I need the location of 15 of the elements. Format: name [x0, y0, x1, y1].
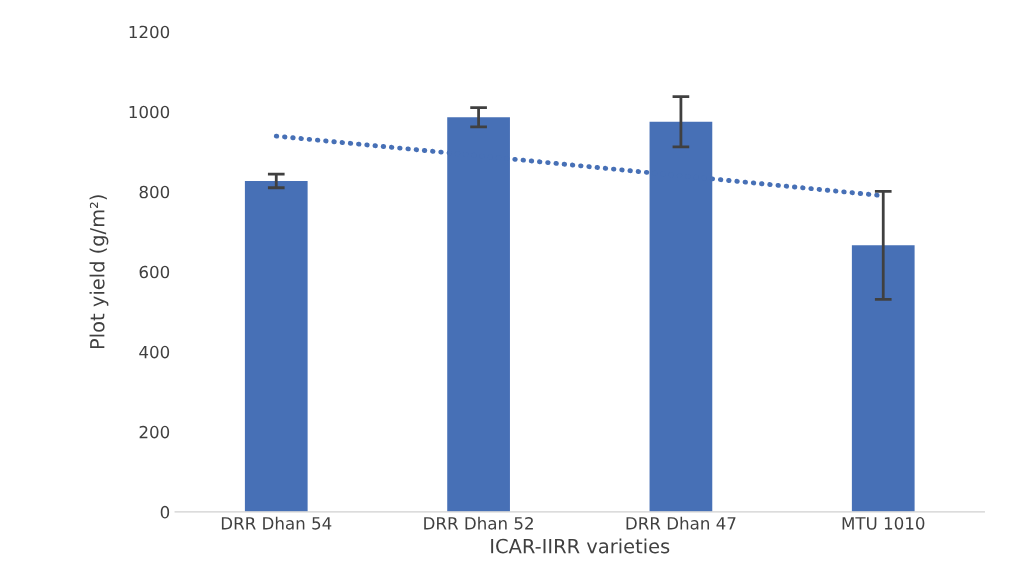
- x-tick-label: DRR Dhan 52: [424, 516, 533, 530]
- bar: [851, 245, 915, 512]
- y-tick-label: 1000: [129, 105, 170, 119]
- y-tick-label: 200: [139, 425, 170, 439]
- y-tick-label: 0: [160, 505, 170, 519]
- x-tick-label: DRR Dhan 54: [221, 516, 332, 530]
- x-tick-label: MTU 1010: [842, 517, 925, 530]
- y-tick-label: 1200: [129, 25, 170, 39]
- y-tick-label: 800: [139, 185, 170, 199]
- y-tick-label: 600: [139, 265, 170, 279]
- y-axis-title: Plot yield (g/m²): [89, 195, 109, 349]
- x-tick-label: DRR Dhan 47: [626, 516, 736, 530]
- y-tick-label: 400: [139, 345, 170, 359]
- x-axis-title: ICAR-IIRR varieties: [491, 538, 670, 554]
- bar: [244, 180, 308, 512]
